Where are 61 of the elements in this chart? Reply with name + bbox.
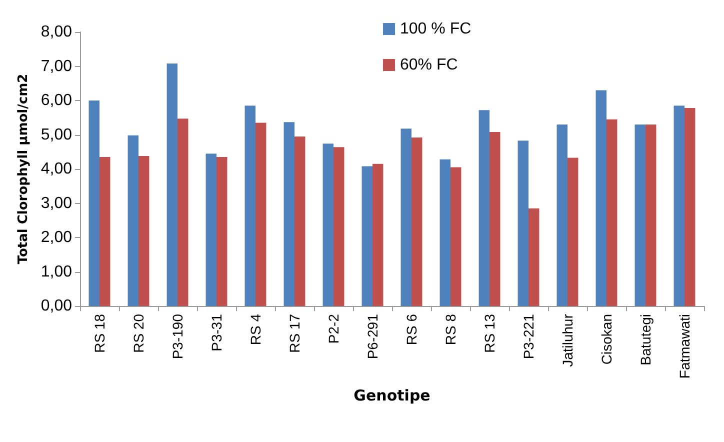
y-tick-label: 0,00 (40, 298, 72, 314)
bar (216, 157, 228, 306)
bar (284, 122, 294, 306)
bar (478, 110, 490, 306)
x-tick-label: Batutegi (638, 314, 654, 366)
x-tick-label: RS 18 (92, 314, 108, 353)
bar (100, 157, 110, 306)
x-tick-label: P2-2 (326, 314, 342, 344)
bar (244, 106, 256, 306)
bar (518, 140, 528, 306)
y-tick-label: 2,00 (40, 229, 72, 246)
bar (322, 144, 334, 306)
bar (334, 147, 344, 306)
x-tick-label: RS 6 (404, 314, 420, 346)
bar (166, 64, 178, 306)
bar (206, 154, 216, 306)
x-tick-label: P3-31 (208, 314, 224, 352)
legend-label: 60% FC (400, 56, 458, 74)
bar (684, 108, 696, 306)
x-tick-label: RS 13 (482, 314, 498, 353)
bar (634, 124, 646, 306)
bar (294, 136, 306, 306)
bar (362, 166, 372, 306)
bar (674, 106, 684, 306)
x-axis-title: Genotipe (354, 386, 430, 404)
x-tick-label: P3-221 (520, 314, 536, 360)
x-tick-label: Jatiluhur (560, 314, 576, 367)
x-tick-label: P3-190 (170, 314, 186, 360)
bar (128, 135, 138, 306)
x-tick-label: RS 20 (130, 314, 146, 353)
x-tick-label: RS 17 (286, 314, 302, 353)
y-tick-label: 6,00 (40, 92, 72, 109)
x-tick-label: RS 4 (248, 314, 264, 346)
bar (88, 100, 100, 306)
y-axis-title: Total Clorophyll µmol/cm2 (16, 74, 31, 264)
bar (138, 156, 150, 306)
bar (400, 128, 412, 306)
y-tick-label: 1,00 (40, 263, 72, 280)
bar (596, 90, 606, 306)
bar (178, 118, 188, 306)
bar (372, 164, 384, 306)
bar (568, 158, 578, 306)
bar (490, 132, 500, 306)
bar (440, 159, 450, 306)
bar (646, 124, 656, 306)
bar (556, 124, 568, 306)
x-tick-label: Cisokan (598, 314, 614, 365)
x-tick-label: Fatmawati (676, 314, 692, 379)
x-tick-label: P6-291 (364, 314, 380, 360)
y-tick-label: 7,00 (40, 58, 72, 75)
bar (450, 167, 462, 306)
y-tick-label: 5,00 (40, 126, 72, 144)
bar (606, 119, 618, 306)
bar (256, 122, 266, 306)
legend-label: 100 % FC (400, 20, 472, 38)
bar (528, 208, 540, 306)
y-tick-label: 8,00 (40, 24, 72, 40)
y-tick-label: 4,00 (40, 160, 72, 178)
y-tick-label: 3,00 (40, 194, 72, 212)
x-tick-label: RS 8 (442, 314, 458, 346)
bar (412, 137, 422, 306)
